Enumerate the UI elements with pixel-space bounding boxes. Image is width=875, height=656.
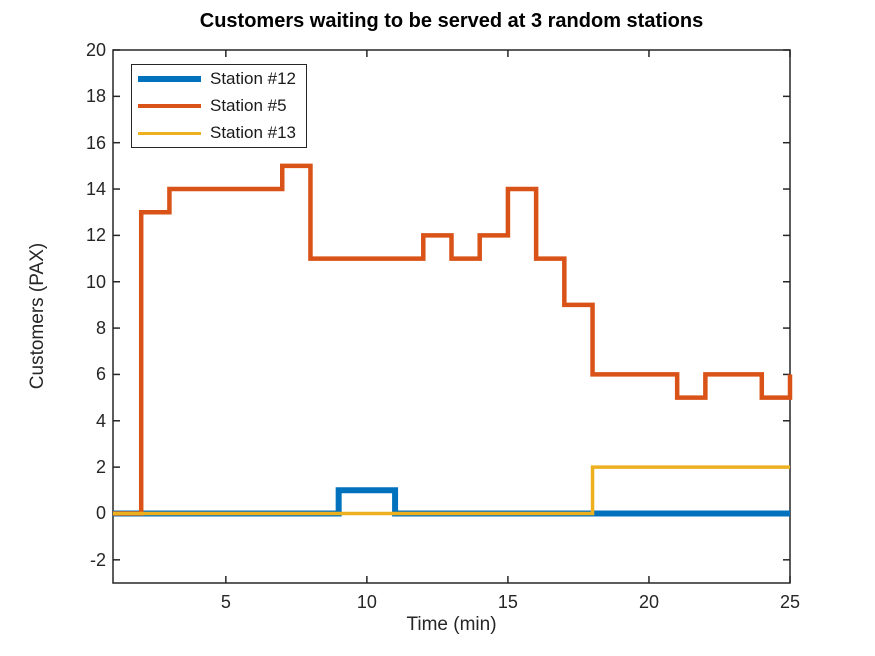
legend-entry-label: Station #12 bbox=[210, 68, 297, 88]
series-station-5 bbox=[113, 163, 793, 516]
axes-box bbox=[112, 49, 791, 584]
chart-title: Customers waiting to be served at 3 rand… bbox=[199, 10, 704, 32]
legend-line-swatch bbox=[138, 103, 201, 109]
legend-line-swatch bbox=[138, 75, 201, 82]
y-tick-label: 16 bbox=[85, 132, 106, 153]
y-tick-label: 12 bbox=[85, 225, 106, 246]
y-tick-label: 18 bbox=[85, 86, 106, 107]
legend-entry: Station #5 bbox=[132, 92, 306, 119]
y-tick-label: 20 bbox=[85, 40, 106, 60]
y-tick-label: 10 bbox=[85, 271, 106, 292]
x-tick-label: 15 bbox=[497, 592, 518, 612]
x-tick-label: 10 bbox=[356, 592, 377, 612]
series-station-12 bbox=[113, 487, 790, 517]
legend-entry: Station #13 bbox=[132, 120, 306, 147]
legend-entry: Station #12 bbox=[132, 65, 306, 92]
legend: Station #12 Station #5 Station #13 bbox=[131, 64, 307, 148]
x-axis-label: Time (min) bbox=[406, 614, 497, 635]
y-tick-label: 8 bbox=[95, 318, 106, 339]
x-tick-label: 20 bbox=[638, 592, 659, 612]
y-tick-label: 4 bbox=[95, 410, 106, 431]
y-tick-label: 2 bbox=[95, 457, 106, 478]
legend-line-swatch bbox=[138, 131, 201, 136]
x-tick-label: 25 bbox=[779, 592, 801, 612]
legend-entry-label: Station #5 bbox=[210, 95, 287, 115]
x-tick-label: 5 bbox=[220, 592, 231, 612]
legend-entry-label: Station #13 bbox=[210, 123, 297, 143]
y-tick-label: 0 bbox=[95, 503, 106, 524]
y-tick-label: 14 bbox=[85, 179, 106, 200]
series-station-13 bbox=[113, 465, 790, 516]
y-tick-label: -2 bbox=[89, 549, 106, 570]
y-tick-label: 6 bbox=[95, 364, 106, 385]
